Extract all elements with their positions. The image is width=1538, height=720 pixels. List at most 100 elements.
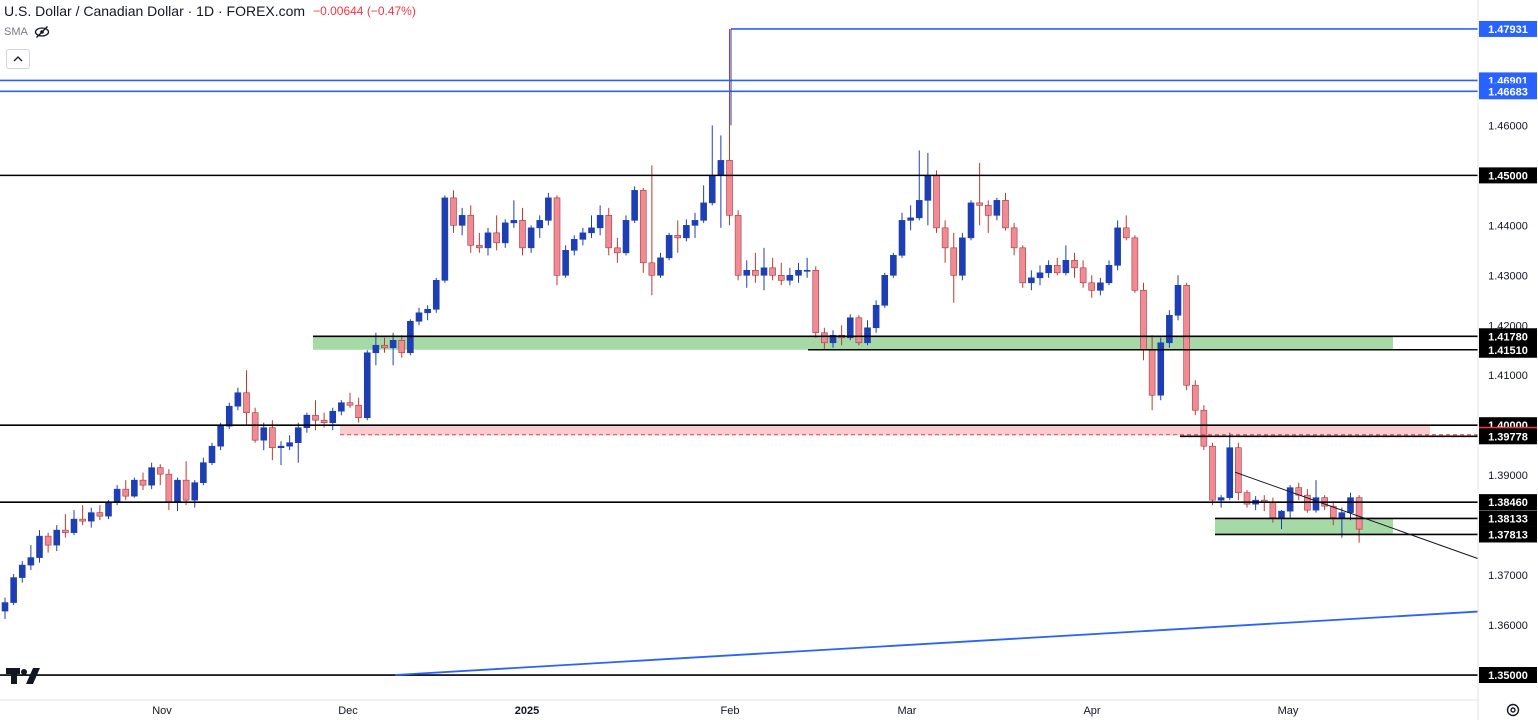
indicator-legend[interactable]: SMA: [4, 25, 50, 39]
price-label-bg: [1479, 167, 1537, 184]
candle-body: [320, 419, 328, 424]
zone-red: [340, 425, 1430, 435]
candle-body: [432, 280, 440, 310]
zones: [313, 336, 1430, 535]
candle-body: [269, 427, 276, 448]
zone-green: [1215, 518, 1393, 535]
candle-body: [872, 304, 880, 329]
candle-body: [700, 202, 707, 221]
candle-body: [864, 327, 871, 344]
candle-body: [225, 405, 233, 427]
y-tick-label: 1.36000: [1488, 620, 1528, 632]
candle-body: [803, 270, 811, 272]
candle-body: [1122, 227, 1130, 239]
y-tick-label: 1.39000: [1488, 470, 1528, 482]
candle-body: [579, 232, 587, 240]
gear-icon[interactable]: [1505, 702, 1521, 718]
price-label-1.37813: 1.37813: [1488, 529, 1528, 541]
candle-body: [44, 535, 52, 546]
candle-body: [1097, 282, 1104, 291]
candle-body: [674, 235, 682, 239]
candle-body: [1338, 512, 1346, 518]
candle-body: [1312, 497, 1320, 511]
eye-off-icon[interactable]: [34, 25, 50, 39]
candle-body: [734, 215, 742, 276]
candle-body: [829, 334, 837, 344]
candle-body: [1166, 314, 1173, 344]
candle-body: [553, 197, 561, 276]
candle-body: [398, 339, 406, 354]
candle-body: [1071, 260, 1078, 269]
candle-body: [588, 227, 595, 234]
candle-body: [967, 202, 975, 239]
candle-body: [812, 270, 820, 334]
candle-body: [1209, 445, 1216, 501]
candle-body: [1157, 342, 1165, 396]
candle-body: [156, 467, 164, 475]
candle-body: [536, 220, 544, 229]
candle-body: [458, 215, 466, 226]
candle-body: [665, 235, 673, 259]
tradingview-logo[interactable]: [6, 666, 40, 691]
candle-body: [18, 564, 26, 578]
x-tick-label: 2025: [515, 705, 539, 717]
candle-body: [467, 215, 475, 246]
candle-body: [312, 414, 319, 421]
y-tick-label: 1.41000: [1488, 370, 1528, 382]
candle-body: [950, 247, 958, 276]
candle-body: [389, 339, 397, 349]
candle-body: [1, 602, 9, 612]
candle-body: [976, 202, 983, 206]
candle-body: [959, 237, 966, 276]
candle-body: [1019, 247, 1027, 284]
candle-body: [993, 200, 1001, 216]
candle-body: [1286, 487, 1294, 512]
candle-body: [1140, 290, 1147, 351]
candle-body: [493, 232, 500, 244]
candle-body: [743, 270, 751, 276]
candle-body: [415, 312, 423, 322]
price-label-1.39778: 1.39778: [1488, 431, 1528, 443]
candle-body: [821, 332, 828, 344]
candle-body: [346, 402, 354, 406]
candle-body: [286, 442, 293, 447]
candle-body: [79, 518, 86, 522]
candle-body: [717, 160, 725, 176]
candle-body: [208, 445, 216, 463]
candle-body: [1174, 285, 1182, 316]
candle-body: [329, 410, 337, 424]
candle-body: [1269, 502, 1277, 518]
level-lines: [0, 28, 1478, 676]
candle-body: [476, 245, 483, 249]
price-label-1.38133: 1.38133: [1488, 513, 1528, 525]
candle-body: [1278, 510, 1285, 518]
candle-body: [1114, 227, 1121, 266]
candle-body: [639, 190, 647, 264]
trendlines: [394, 471, 1479, 676]
candle-body: [450, 197, 457, 226]
price-label-bg: [1479, 83, 1537, 100]
chevron-up-icon[interactable]: [6, 49, 30, 69]
y-tick-label: 1.37000: [1488, 570, 1528, 582]
candle-body: [1243, 492, 1251, 505]
candle-body: [795, 270, 802, 276]
candle-body: [1131, 237, 1139, 291]
x-tick-label: Mar: [898, 705, 917, 717]
candle-body: [303, 414, 311, 428]
price-label-bg: [1479, 510, 1537, 527]
candle-body: [846, 317, 854, 339]
candle-body: [131, 479, 138, 497]
candle-body: [631, 190, 638, 221]
candle-body: [1235, 447, 1242, 493]
candle-body: [683, 225, 690, 239]
candle-body: [87, 512, 95, 522]
candle-body: [890, 255, 897, 276]
candle-body: [182, 479, 190, 501]
price-label-1.45000: 1.45000: [1488, 170, 1528, 182]
candle-body: [605, 215, 613, 249]
candle-body: [53, 529, 61, 546]
price-label-bg: [1479, 428, 1537, 445]
candle-body: [984, 205, 992, 216]
